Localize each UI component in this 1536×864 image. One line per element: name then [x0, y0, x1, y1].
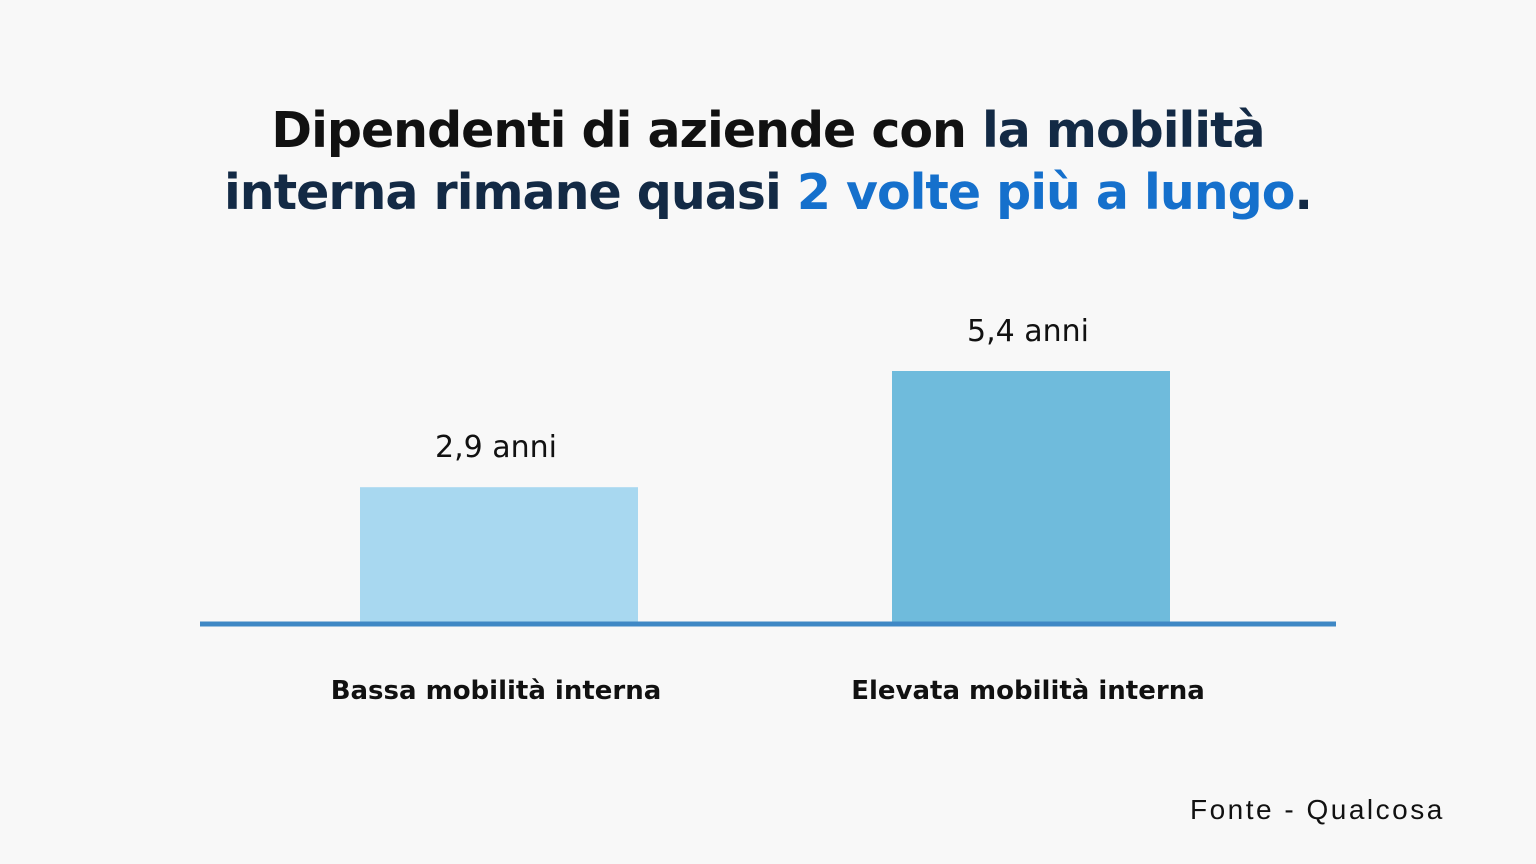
chart-title: Dipendenti di aziende con la mobilità in… [0, 100, 1536, 224]
data-label: 5,4 anni [967, 314, 1089, 349]
title-part1: Dipendenti di aziende con [271, 102, 982, 159]
bar-2 [892, 371, 1170, 622]
title-highlight: 2 volte più a lungo [796, 164, 1296, 221]
data-label: 2,9 anni [435, 430, 557, 465]
category-label: Bassa mobilità interna [331, 676, 662, 706]
title-part2: la mobilità [982, 102, 1266, 159]
bar-1 [360, 487, 638, 622]
source-note: Fonte - Qualcosa [1190, 794, 1445, 825]
title-end: . [1294, 164, 1313, 221]
title-part3: interna rimane quasi [224, 164, 797, 221]
category-label: Elevata mobilità interna [851, 676, 1205, 706]
